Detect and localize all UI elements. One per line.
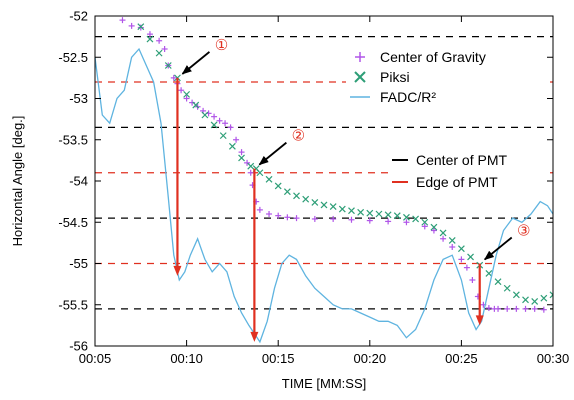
legend-pmt: Center of PMT Edge of PMT [388, 146, 546, 194]
legend2-label: Edge of PMT [416, 174, 498, 190]
point-center-of-gravity [532, 306, 538, 312]
legend2-label: Center of PMT [416, 152, 507, 168]
annotation-label-1: ① [215, 36, 228, 54]
point-piksi [220, 133, 226, 139]
point-center-of-gravity [217, 118, 223, 124]
point-center-of-gravity [239, 149, 245, 155]
drop-arrowhead-3 [476, 315, 484, 325]
point-piksi [321, 202, 327, 208]
x-tick-label: 00:20 [354, 351, 387, 366]
point-piksi [367, 210, 373, 216]
pointer-arrow-2 [259, 143, 286, 165]
point-piksi [312, 199, 318, 205]
point-center-of-gravity [469, 277, 475, 283]
point-center-of-gravity [129, 23, 135, 29]
legend-label: FADC/R² [380, 89, 436, 105]
point-piksi [303, 196, 309, 202]
point-piksi [449, 237, 455, 243]
point-center-of-gravity [233, 137, 239, 143]
legend-label: Piksi [380, 69, 410, 85]
point-center-of-gravity [495, 306, 501, 312]
y-tick-label: -55 [69, 256, 88, 271]
point-center-of-gravity [211, 114, 217, 120]
y-tick-label: -53 [69, 91, 88, 106]
annotation-label-3: ③ [517, 222, 530, 240]
point-piksi [486, 270, 492, 276]
point-center-of-gravity [162, 46, 168, 52]
y-tick-label: -53.5 [58, 132, 88, 147]
point-center-of-gravity [294, 215, 300, 221]
point-piksi [202, 112, 208, 118]
point-piksi [330, 204, 336, 210]
x-tick-label: 00:15 [262, 351, 295, 366]
point-center-of-gravity [513, 306, 519, 312]
point-piksi [239, 155, 245, 161]
point-center-of-gravity [541, 307, 547, 313]
point-piksi [229, 143, 235, 149]
point-piksi [358, 209, 364, 215]
point-piksi [468, 254, 474, 260]
point-center-of-gravity [385, 218, 391, 224]
point-piksi [385, 212, 391, 218]
point-piksi [156, 50, 162, 56]
point-center-of-gravity [312, 216, 318, 222]
annotation-label-2: ② [292, 127, 305, 145]
y-tick-label: -54.5 [58, 215, 88, 230]
point-piksi [440, 230, 446, 236]
point-piksi [458, 246, 464, 252]
legend-label: Center of Gravity [380, 49, 486, 65]
point-center-of-gravity [504, 306, 510, 312]
point-center-of-gravity [119, 17, 125, 23]
y-tick-label: -52 [69, 9, 88, 24]
point-center-of-gravity [449, 244, 455, 250]
point-center-of-gravity [257, 207, 263, 213]
point-center-of-gravity [248, 170, 254, 176]
x-tick-label: 00:10 [170, 351, 203, 366]
point-center-of-gravity [486, 305, 492, 311]
point-center-of-gravity [266, 211, 272, 217]
point-piksi [495, 279, 501, 285]
y-tick-label: -56 [69, 339, 88, 354]
drop-arrowhead-1 [173, 266, 181, 276]
point-piksi [266, 176, 272, 182]
point-center-of-gravity [458, 256, 464, 262]
point-piksi [413, 216, 419, 222]
point-center-of-gravity [348, 217, 354, 223]
point-piksi [532, 298, 538, 304]
point-center-of-gravity [178, 87, 184, 93]
point-center-of-gravity [189, 100, 195, 106]
point-center-of-gravity [330, 216, 336, 222]
pointer-arrow-3 [485, 238, 512, 260]
point-center-of-gravity [440, 236, 446, 242]
point-piksi [513, 292, 519, 298]
point-center-of-gravity [431, 228, 437, 234]
y-tick-label: -52.5 [58, 50, 88, 65]
y-tick-label: -55.5 [58, 297, 88, 312]
point-piksi [248, 163, 254, 169]
point-piksi [348, 208, 354, 214]
x-axis-label: TIME [MM:SS] [282, 376, 367, 391]
point-center-of-gravity [228, 124, 234, 130]
point-center-of-gravity [222, 120, 228, 126]
point-piksi [339, 206, 345, 212]
point-piksi [275, 183, 281, 189]
point-piksi [541, 295, 547, 301]
legend: Center of Gravity Piksi FADC/R² [346, 40, 546, 110]
point-piksi [294, 193, 300, 199]
point-piksi [376, 211, 382, 217]
point-center-of-gravity [523, 306, 529, 312]
point-center-of-gravity [464, 265, 470, 271]
point-center-of-gravity [156, 38, 162, 44]
point-center-of-gravity [284, 214, 290, 220]
x-tick-label: 00:30 [537, 351, 570, 366]
point-piksi [504, 285, 510, 291]
y-tick-label: -54 [69, 174, 88, 189]
point-piksi [523, 297, 529, 303]
y-axis-label: Horizontal Angle [deg.] [10, 116, 25, 247]
pointer-arrow-1 [182, 52, 209, 74]
x-tick-label: 00:25 [445, 351, 478, 366]
point-piksi [284, 189, 290, 195]
